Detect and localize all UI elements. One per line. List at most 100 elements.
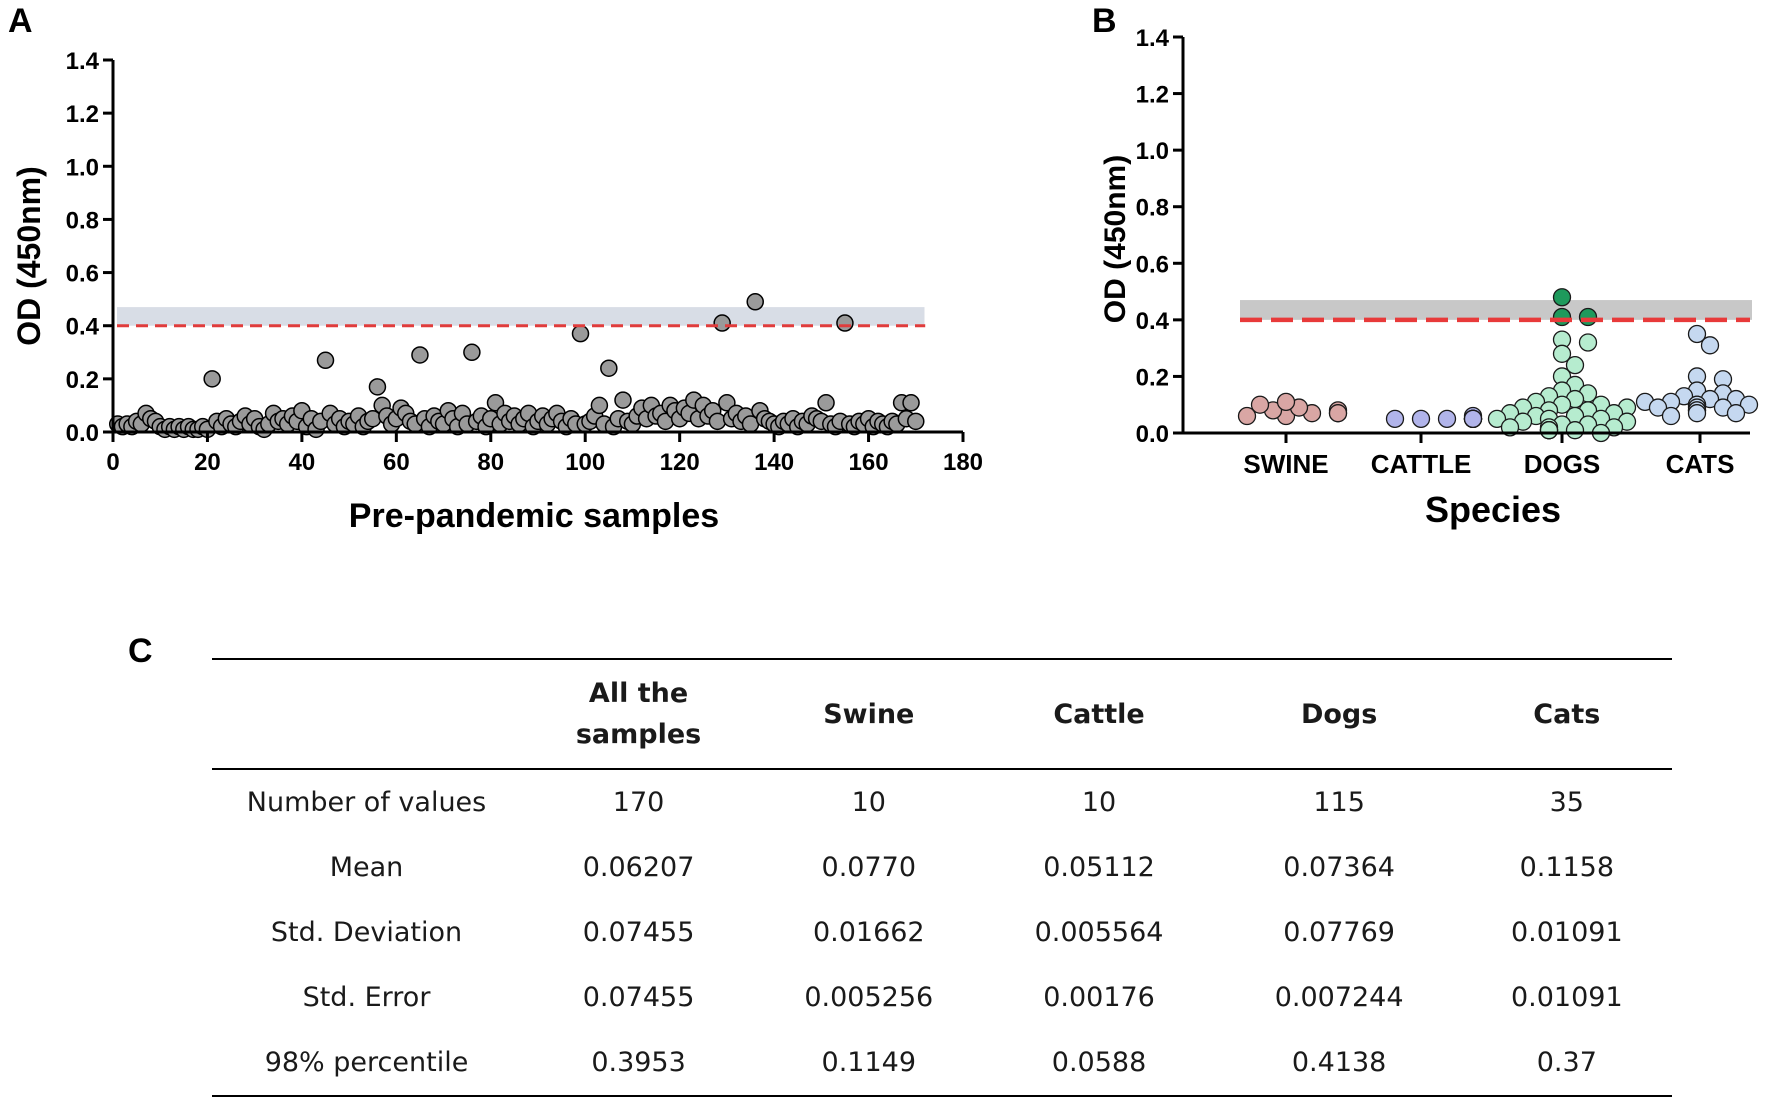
table-cell: 0.0770 <box>821 852 917 883</box>
row-label: Mean <box>329 852 404 883</box>
data-point-dogs <box>1578 307 1598 327</box>
table-row: Std. Deviation 0.07455 0.01662 0.005564 … <box>212 900 1672 965</box>
x-axis-title: Pre-pandemic samples <box>349 497 719 535</box>
data-point <box>203 370 221 388</box>
y-tick-label: 1.2 <box>66 101 99 128</box>
data-point-dogs <box>1565 355 1585 375</box>
x-category-label: SWINE <box>1243 449 1328 479</box>
table-cell: 0.4138 <box>1291 1047 1387 1078</box>
stats-table: All the samples Swine Cattle Dogs Cats Nu… <box>212 658 1672 1097</box>
panel-label-c: C <box>128 632 153 670</box>
data-point-swine <box>1237 406 1257 426</box>
table-row: Number of values 170 10 10 115 35 <box>212 769 1672 835</box>
table-cell: 0.37 <box>1536 1047 1597 1078</box>
panel-label-a: A <box>8 2 33 40</box>
y-tick-label: 0.2 <box>66 367 99 394</box>
table-cell: 0.3953 <box>591 1047 686 1078</box>
x-category-label: CATTLE <box>1371 449 1472 479</box>
data-point <box>411 346 429 364</box>
x-axis-title: Species <box>1425 489 1561 530</box>
table-cell: 0.007244 <box>1274 982 1404 1013</box>
y-tick-label: 0.4 <box>66 314 100 341</box>
x-tick-label: 100 <box>565 449 605 476</box>
table-cell: 0.01662 <box>812 917 925 948</box>
data-point <box>600 359 618 377</box>
table-cell: 0.07455 <box>582 982 695 1013</box>
panel-label-b: B <box>1092 2 1117 40</box>
x-tick-label: 20 <box>194 449 221 476</box>
y-tick-label: 0.6 <box>1136 251 1169 278</box>
table-row: Std. Error 0.07455 0.005256 0.00176 0.00… <box>212 965 1672 1030</box>
table-row: 98% percentile 0.3953 0.1149 0.0588 0.41… <box>212 1030 1672 1096</box>
y-tick-label: 1.4 <box>1136 25 1170 52</box>
x-tick-label: 40 <box>289 449 316 476</box>
data-point <box>614 391 632 409</box>
table-cell: 0.05112 <box>1043 852 1155 883</box>
chart-b-species-scatter: 0.0 0.2 0.4 0.6 0.8 1.0 1.2 1.4 SWINE CATTLE DOGS C… <box>1099 25 1759 530</box>
table-cell: 10 <box>1081 787 1117 818</box>
x-category-label: DOGS <box>1524 449 1601 479</box>
table-cell: 0.0588 <box>1051 1047 1147 1078</box>
data-point-cats <box>1700 336 1720 355</box>
data-point <box>463 343 481 362</box>
table-header-dogs: Dogs <box>1300 698 1378 730</box>
table-cell: 0.005564 <box>1034 917 1164 948</box>
table-header-cattle: Cattle <box>1053 698 1145 730</box>
table-cell: 170 <box>612 787 665 818</box>
data-point-cattle <box>1437 409 1457 429</box>
y-tick-label: 0.6 <box>66 261 99 288</box>
x-tick-label: 0 <box>106 449 119 476</box>
table-cell: 0.005256 <box>804 982 934 1013</box>
data-point-cats <box>1661 406 1681 426</box>
data-point-dogs <box>1552 307 1572 327</box>
data-point <box>817 394 835 412</box>
data-point-dogs <box>1552 344 1572 363</box>
data-point-cats <box>1648 398 1668 417</box>
data-point-cattle <box>1385 409 1405 429</box>
chart-a-scatter: 0.0 0.2 0.4 0.6 0.8 1.0 1.2 1.4 0 20 40 60 80 100 120 1… <box>11 48 983 535</box>
table-cell: 0.01091 <box>1510 917 1623 948</box>
data-point-cats <box>1687 404 1707 423</box>
data-point-swine <box>1328 404 1348 423</box>
table-cell: 0.1149 <box>821 1047 917 1078</box>
table-cell: 0.07364 <box>1283 852 1395 883</box>
y-tick-label: 0.0 <box>66 420 99 447</box>
table-cell: 35 <box>1549 787 1584 818</box>
data-point-dogs <box>1578 333 1598 352</box>
x-tick-label: 140 <box>754 449 794 476</box>
row-label: Std. Deviation <box>270 917 463 948</box>
cutoff-band <box>1240 300 1752 320</box>
data-point-cats <box>1687 324 1707 344</box>
x-tick-label: 180 <box>943 449 983 476</box>
y-tick-label: 1.2 <box>1136 82 1169 109</box>
header-all-line1: All the <box>588 678 689 709</box>
table-header-empty <box>212 659 521 769</box>
data-point-dogs <box>1539 421 1559 440</box>
data-point <box>902 394 920 412</box>
row-label: Number of values <box>246 787 487 818</box>
table-header-swine: Swine <box>823 698 915 730</box>
data-point-cats <box>1739 395 1759 414</box>
table-cell: 0.07769 <box>1283 917 1395 948</box>
table-cell: 0.01091 <box>1510 982 1623 1013</box>
header-all-line2: samples <box>575 719 702 750</box>
y-tick-label: 0.8 <box>1136 195 1169 222</box>
data-point-dogs <box>1552 288 1572 307</box>
row-label: 98% percentile <box>264 1047 469 1078</box>
x-tick-label: 60 <box>383 449 410 476</box>
row-label: Std. Error <box>302 982 431 1013</box>
y-axis-title: OD (450nm) <box>1099 155 1132 323</box>
data-point <box>746 293 764 311</box>
y-tick-label: 0.2 <box>1136 364 1169 391</box>
data-point-cattle <box>1463 409 1483 429</box>
table-cell: 0.00176 <box>1043 982 1155 1013</box>
data-point-cats <box>1726 404 1746 423</box>
y-tick-label: 1.4 <box>66 48 100 75</box>
data-point <box>368 378 387 396</box>
table-cell: 115 <box>1313 787 1365 818</box>
x-tick-label: 80 <box>477 449 504 476</box>
y-tick-label: 1.0 <box>1136 138 1169 165</box>
data-point-cattle <box>1411 409 1431 429</box>
table-header-cats: Cats <box>1533 698 1601 730</box>
y-tick-label: 0.8 <box>66 207 99 234</box>
